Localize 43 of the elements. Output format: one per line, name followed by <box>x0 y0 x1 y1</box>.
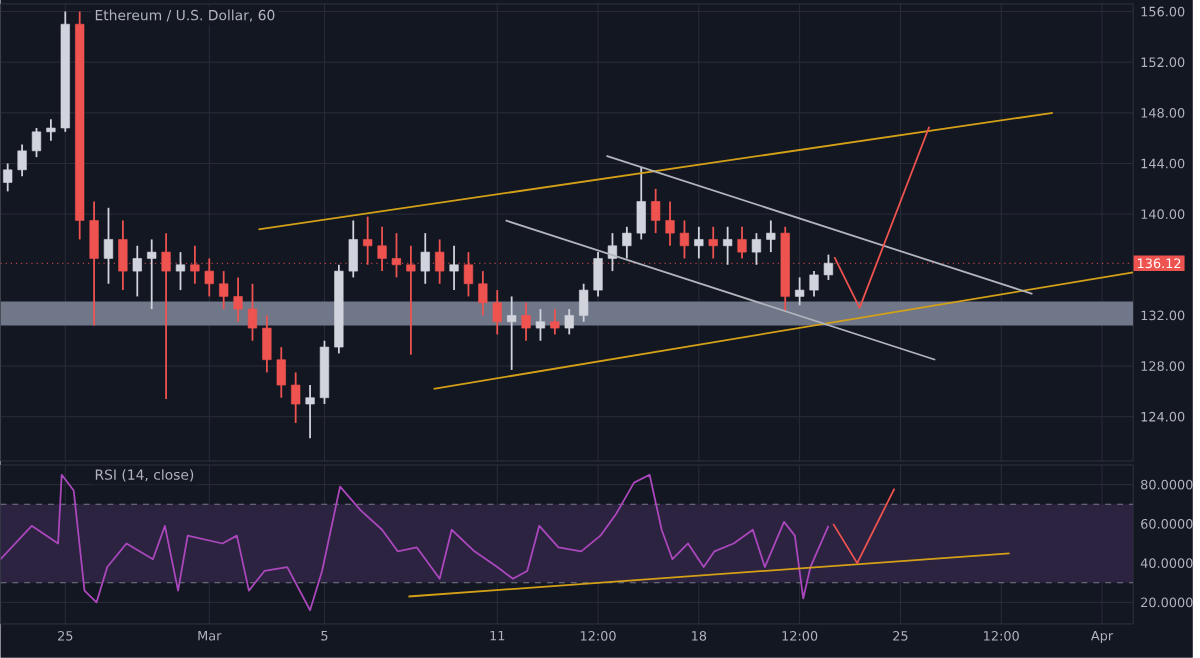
candlestick <box>535 308 546 342</box>
candlestick <box>492 289 502 336</box>
candlestick <box>694 226 704 260</box>
candlestick <box>622 226 632 260</box>
candlestick <box>809 270 819 298</box>
candlestick <box>420 232 430 285</box>
candlestick <box>233 276 243 323</box>
candlestick <box>348 219 358 279</box>
candlestick <box>550 308 560 336</box>
candlestick <box>478 270 488 317</box>
candlestick <box>17 143 27 178</box>
candlestick <box>795 276 805 307</box>
candlestick <box>507 295 517 371</box>
candlestick <box>823 253 834 281</box>
candlestick <box>751 232 762 266</box>
candlestick <box>579 283 589 323</box>
candlestick <box>262 314 272 374</box>
candlestick <box>737 226 747 260</box>
candlestick <box>723 226 733 266</box>
candlestick <box>679 219 690 260</box>
candlestick <box>708 226 718 260</box>
candlestick <box>219 270 229 311</box>
candlestick <box>291 371 301 425</box>
candlestick <box>31 127 42 159</box>
candlestick <box>665 200 675 247</box>
candlestick <box>132 245 142 298</box>
candlestick <box>564 308 574 336</box>
candlestick <box>521 302 531 342</box>
candlestick <box>175 251 186 292</box>
candlestick <box>3 162 13 193</box>
candlestick <box>247 283 258 342</box>
candlestick <box>377 226 387 273</box>
candlestick <box>766 219 776 254</box>
candlestick <box>449 245 459 292</box>
candlestick <box>607 232 618 273</box>
candlestick <box>305 384 315 440</box>
candlestick <box>276 346 286 399</box>
candlestick <box>147 238 157 311</box>
candlestick <box>651 188 661 235</box>
candlestick <box>593 251 603 298</box>
candlestick <box>636 166 646 241</box>
candlestick <box>46 118 56 142</box>
candlestick <box>103 207 114 285</box>
